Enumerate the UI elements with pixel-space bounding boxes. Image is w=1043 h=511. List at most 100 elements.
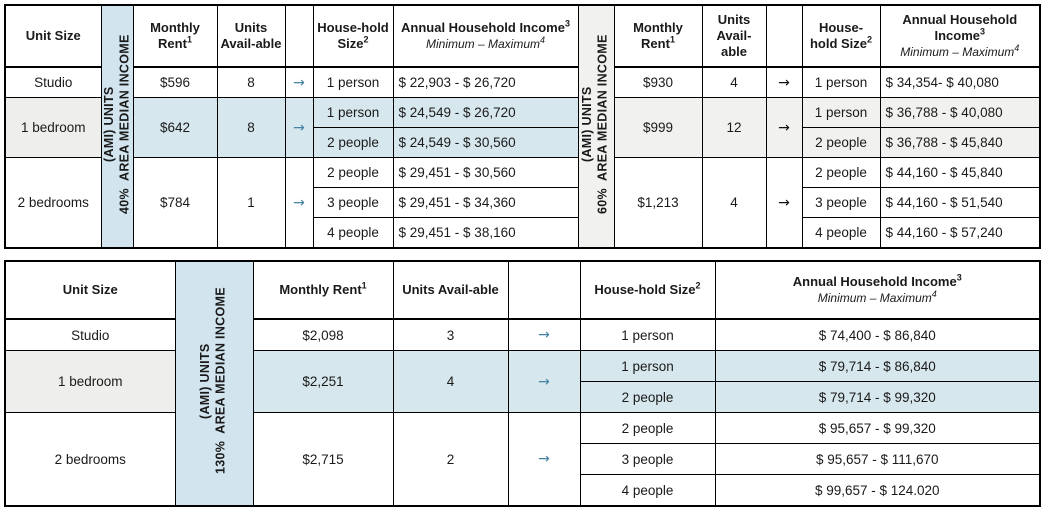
unit-size-cell: 1 bedroom: [4, 350, 176, 413]
rent-cell: $2,715: [252, 412, 394, 507]
income-cell-40: $ 24,549 - $ 26,720: [392, 97, 579, 128]
household-cell-40: 2 people: [312, 157, 394, 188]
units-available-cell-40: 8: [216, 97, 286, 158]
income-cell: $ 95,657 - $ 111,670: [714, 443, 1041, 475]
household-cell: 2 people: [579, 412, 716, 444]
units-available-cell: 2: [392, 412, 509, 507]
income-cell-60: $ 34,354- $ 40,080: [879, 66, 1041, 98]
units-available-cell-40: 8: [216, 66, 286, 98]
income-cell-60: $ 36,788 - $ 40,080: [879, 97, 1041, 128]
rent-cell-40: $784: [132, 157, 218, 249]
income-header-title: Annual Household Income3: [902, 11, 1018, 43]
household-cell: 3 people: [579, 443, 716, 475]
col-header-monthly-rent-40: Monthly Rent1: [132, 4, 218, 68]
unit-size-cell: Studio: [4, 66, 102, 98]
household-cell-40: 4 people: [312, 217, 394, 249]
units-available-cell: 3: [392, 318, 509, 351]
one-bedroom-row-2: 2 people $ 79,714 - $ 99,320: [5, 381, 1041, 413]
household-cell: 1 person: [579, 350, 716, 382]
units-available-cell: 4: [392, 350, 509, 413]
income-cell-60: $ 44,160 - $ 51,540: [879, 187, 1041, 218]
footnote-3: 3: [564, 18, 570, 29]
income-cell-40: $ 29,451 - $ 34,360: [392, 187, 579, 218]
right-arrow-icon: →: [284, 97, 314, 158]
household-cell-60: 1 person: [801, 97, 881, 128]
col-header-unit-size: Unit Size: [4, 4, 102, 68]
col-header-household-size-60: House-hold Size2: [801, 4, 881, 68]
col-header-units-available-40: Units Avail-able: [216, 4, 286, 68]
income-cell-60: $ 44,160 - $ 57,240: [879, 217, 1041, 249]
income-cell-60: $ 36,788 - $ 45,840: [879, 127, 1041, 158]
household-cell: 1 person: [579, 318, 716, 351]
footnote-4: 4: [540, 35, 546, 46]
rent-cell: $2,251: [252, 350, 394, 413]
col-header-household-size: House-hold Size2: [579, 260, 716, 320]
income-cell: $ 79,714 - $ 99,320: [714, 381, 1041, 413]
two-bedrooms-row-2: 3 people $ 95,657 - $ 111,670: [5, 443, 1041, 475]
one-bedroom-row-2: 2 people $ 24,549 - $ 30,560 2 people $ …: [5, 127, 1041, 158]
studio-row: Studio $2,098 3 → 1 person $ 74,400 - $ …: [4, 318, 1041, 351]
two-bedrooms-row-2: 3 people $ 29,451 - $ 34,360 3 people $ …: [5, 187, 1041, 218]
two-bedrooms-row-1: 2 bedrooms $784 1 → 2 people $ 29,451 - …: [4, 157, 1041, 249]
income-cell: $ 95,657 - $ 99,320: [714, 412, 1041, 444]
right-arrow-icon: →: [507, 350, 581, 413]
income-header-note: Minimum – Maximum4: [817, 289, 937, 306]
unit-size-cell: Studio: [4, 318, 176, 351]
ami-40-vertical-label: 40% AREA MEDIAN INCOME (AMI) UNITS: [100, 4, 134, 249]
rent-cell-60: $930: [613, 66, 703, 98]
ami-40-60-table: Unit Size 40% AREA MEDIAN INCOME (AMI) U…: [4, 4, 1041, 249]
rent-cell: $2,098: [252, 318, 394, 351]
household-cell-40: 3 people: [312, 187, 394, 218]
col-header-arrow-60: [765, 4, 803, 68]
income-cell-40: $ 24,549 - $ 30,560: [392, 127, 579, 158]
income-header-title: Annual Household Income3: [792, 272, 962, 289]
income-header-note: Minimum – Maximum4: [425, 35, 546, 52]
header-row: Unit Size 40% AREA MEDIAN INCOME (AMI) U…: [4, 4, 1041, 249]
unit-size-cell: 1 bedroom: [4, 97, 102, 158]
col-header-monthly-rent-60: Monthly Rent1: [613, 4, 703, 68]
ami-130-vertical-label: 130% AREA MEDIAN INCOME (AMI) UNITS: [174, 260, 254, 507]
income-cell-40: $ 29,451 - $ 38,160: [392, 217, 579, 249]
income-cell-40: $ 22,903 - $ 26,720: [392, 66, 579, 98]
one-bedroom-row-1: 1 bedroom $2,251 4 → 1 person $ 79,714 -…: [4, 350, 1041, 413]
rent-cell-40: $642: [132, 97, 218, 158]
footnote-1: 1: [186, 34, 192, 45]
header-row: Unit Size 130% AREA MEDIAN INCOME (AMI) …: [4, 260, 1041, 507]
studio-row: Studio $596 8 → 1 person $ 22,903 - $ 26…: [4, 66, 1041, 98]
ami-60-vertical-label: 60% AREA MEDIAN INCOME (AMI) UNITS: [577, 4, 615, 249]
units-available-cell-60: 12: [701, 97, 767, 158]
rent-cell-40: $596: [132, 66, 218, 98]
income-cell: $ 74,400 - $ 86,840: [714, 318, 1041, 351]
unit-size-cell: 2 bedrooms: [4, 412, 176, 507]
col-header-income-60: Annual Household Income3 Minimum – Maxim…: [879, 4, 1041, 68]
income-header-title: Annual Household Income3: [401, 18, 570, 35]
income-cell-40: $ 29,451 - $ 30,560: [392, 157, 579, 188]
ami-130-table: Unit Size 130% AREA MEDIAN INCOME (AMI) …: [4, 260, 1041, 507]
income-header-note: Minimum – Maximum4: [900, 43, 1020, 60]
household-cell-40: 2 people: [312, 127, 394, 158]
units-available-cell-60: 4: [701, 157, 767, 249]
col-header-units-available-60: Units Avail-able: [701, 4, 767, 68]
household-cell-60: 2 people: [801, 157, 881, 188]
unit-size-label: Unit Size: [25, 27, 81, 43]
col-header-income-40: Annual Household Income3 Minimum – Maxim…: [392, 4, 579, 68]
household-cell: 2 people: [579, 381, 716, 413]
household-cell-60: 4 people: [801, 217, 881, 249]
right-arrow-icon: →: [284, 66, 314, 98]
right-arrow-icon: →: [507, 318, 581, 351]
income-cell: $ 99,657 - $ 124.020: [714, 474, 1041, 507]
col-header-income: Annual Household Income3 Minimum – Maxim…: [714, 260, 1041, 320]
household-cell-60: 2 people: [801, 127, 881, 158]
col-header-household-size-40: House-hold Size2: [312, 4, 394, 68]
two-bedrooms-row-3: 4 people $ 29,451 - $ 38,160 4 people $ …: [5, 217, 1041, 249]
household-cell-60: 3 people: [801, 187, 881, 218]
ami-40-vertical-text: 40% AREA MEDIAN INCOME (AMI) UNITS: [101, 34, 132, 215]
rent-cell-60: $999: [613, 97, 703, 158]
units-available-cell-40: 1: [216, 157, 286, 249]
col-header-arrow-40: [284, 4, 314, 68]
col-header-arrow: [507, 260, 581, 320]
ami-60-vertical-text: 60% AREA MEDIAN INCOME (AMI) UNITS: [580, 34, 610, 215]
rent-cell-60: $1,213: [613, 157, 703, 249]
household-cell-40: 1 person: [312, 97, 394, 128]
